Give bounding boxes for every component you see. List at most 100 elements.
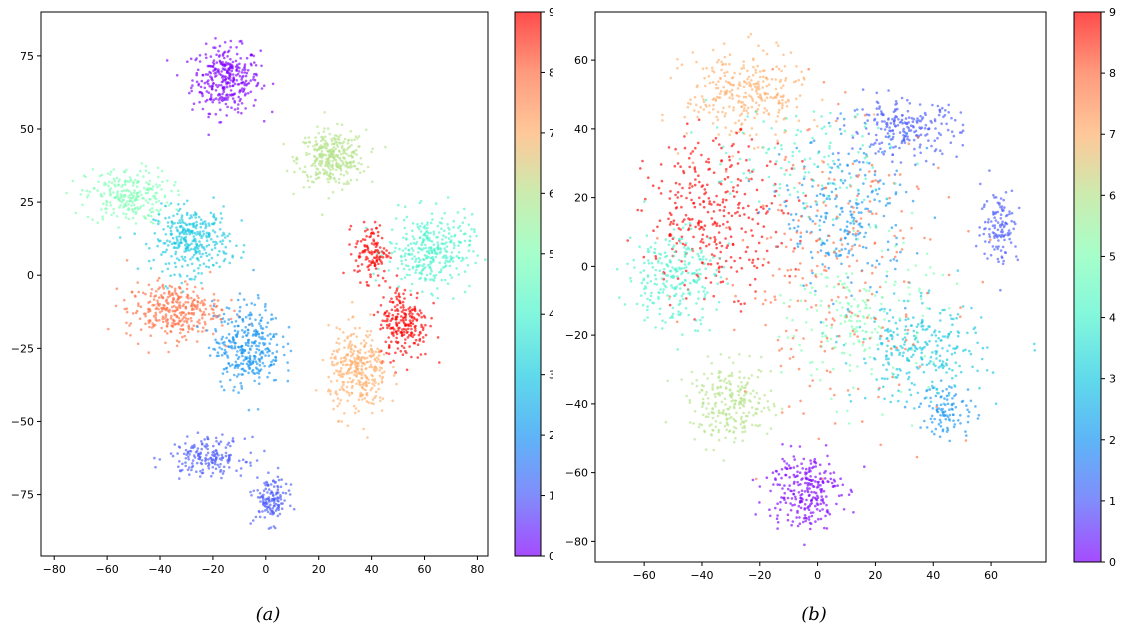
- colorbar-tick-label: 9: [549, 6, 556, 19]
- data-point: [660, 277, 664, 280]
- data-point: [898, 183, 902, 186]
- data-point: [86, 215, 90, 219]
- data-point: [698, 278, 701, 281]
- data-point: [219, 240, 222, 243]
- data-point: [687, 227, 691, 230]
- data-point: [738, 72, 742, 76]
- data-point: [695, 103, 698, 107]
- data-point: [333, 137, 337, 141]
- data-point: [840, 169, 844, 173]
- data-point: [357, 409, 360, 413]
- data-point: [332, 156, 336, 160]
- data-point: [139, 305, 143, 309]
- data-point: [240, 387, 244, 390]
- data-point: [366, 165, 370, 169]
- data-point: [851, 233, 855, 236]
- data-point: [360, 394, 364, 397]
- data-point: [735, 190, 739, 194]
- data-point: [346, 335, 350, 339]
- data-point: [213, 75, 217, 78]
- data-point: [125, 307, 128, 311]
- data-point: [211, 65, 215, 68]
- data-point: [205, 56, 208, 60]
- data-point: [144, 199, 148, 202]
- data-point: [213, 452, 216, 456]
- data-point: [196, 305, 199, 309]
- data-point: [846, 308, 850, 311]
- data-point: [681, 226, 685, 230]
- data-point: [169, 316, 173, 320]
- data-point: [387, 345, 391, 349]
- data-point: [171, 454, 175, 458]
- data-point: [875, 91, 879, 95]
- data-point: [87, 193, 90, 197]
- data-point: [224, 102, 228, 106]
- data-point: [184, 464, 187, 468]
- data-point: [370, 150, 373, 154]
- data-point: [269, 503, 272, 507]
- data-point: [212, 292, 216, 296]
- data-point: [214, 305, 218, 309]
- data-point: [199, 85, 203, 89]
- data-point: [924, 159, 928, 163]
- data-point: [709, 281, 713, 284]
- data-point: [412, 333, 416, 337]
- data-point: [347, 182, 351, 185]
- data-point: [370, 348, 373, 351]
- data-point: [857, 232, 860, 236]
- data-point: [267, 488, 271, 491]
- data-point: [214, 46, 217, 49]
- data-point: [238, 309, 241, 313]
- data-point: [971, 365, 974, 369]
- data-point: [250, 302, 253, 305]
- data-point: [436, 235, 439, 239]
- data-point: [190, 242, 193, 245]
- data-point: [861, 245, 865, 249]
- data-point: [264, 302, 267, 306]
- data-point: [339, 173, 343, 176]
- data-point: [152, 218, 155, 221]
- data-point: [188, 223, 191, 226]
- data-point: [730, 214, 734, 218]
- data-point: [236, 111, 240, 114]
- data-point: [209, 55, 213, 58]
- data-point: [176, 257, 179, 260]
- data-point: [681, 333, 684, 336]
- data-point: [339, 375, 343, 378]
- data-point: [337, 420, 340, 423]
- data-point: [158, 319, 161, 322]
- data-point: [221, 456, 225, 460]
- data-point: [989, 253, 993, 257]
- data-point: [955, 316, 958, 320]
- data-point: [770, 202, 774, 205]
- data-point: [946, 128, 950, 132]
- data-point: [996, 210, 1000, 214]
- data-point: [789, 213, 793, 216]
- data-point: [704, 191, 708, 194]
- data-point: [242, 359, 246, 362]
- data-point: [474, 261, 478, 265]
- data-point: [193, 456, 197, 459]
- data-point: [197, 244, 201, 248]
- data-point: [191, 84, 194, 87]
- data-point: [270, 360, 273, 364]
- data-point: [765, 204, 768, 208]
- data-point: [403, 254, 406, 258]
- data-point: [678, 258, 681, 262]
- data-point: [227, 339, 231, 342]
- data-point: [359, 281, 362, 284]
- data-point: [199, 218, 203, 221]
- data-point: [187, 244, 190, 247]
- data-point: [759, 205, 763, 209]
- data-point: [1032, 342, 1036, 346]
- data-point: [420, 269, 424, 272]
- data-point: [737, 150, 740, 154]
- data-point: [737, 299, 740, 303]
- data-point: [199, 222, 202, 225]
- data-point: [272, 358, 275, 362]
- data-point: [336, 404, 340, 408]
- data-point: [222, 90, 226, 93]
- data-point: [327, 389, 330, 393]
- data-point: [240, 384, 243, 388]
- data-point: [125, 168, 128, 172]
